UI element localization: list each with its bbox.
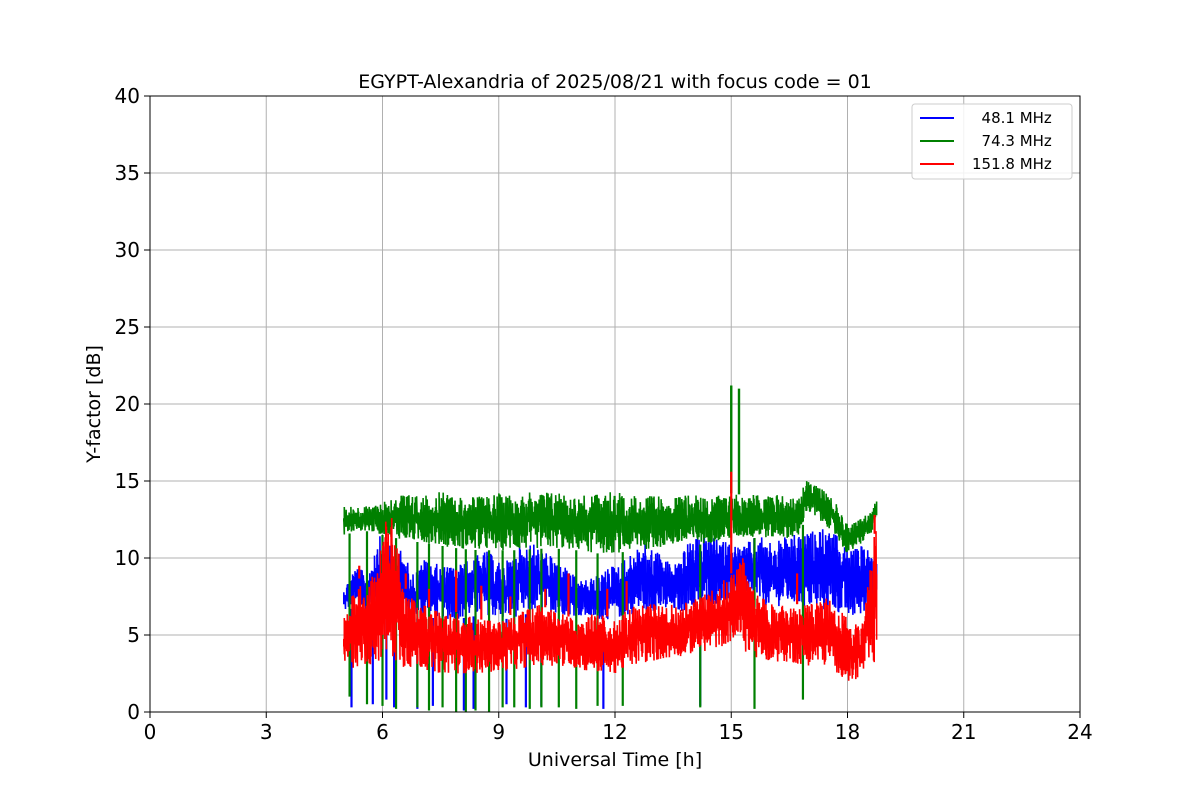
- plot-area: [343, 385, 878, 712]
- y-tick-label: 20: [115, 392, 140, 416]
- grid: [149, 95, 1081, 713]
- y-tick-label: 25: [115, 315, 140, 339]
- x-tick-label: 6: [376, 720, 389, 744]
- y-tick-label: 0: [127, 700, 140, 724]
- legend-label: 74.3 MHz: [972, 132, 1052, 150]
- x-tick-label: 0: [144, 720, 157, 744]
- x-tick-label: 24: [1067, 720, 1092, 744]
- legend: 48.1 MHz 74.3 MHz 151.8 MHz: [911, 103, 1073, 180]
- series-band: [343, 518, 878, 681]
- x-tick-label: 21: [951, 720, 976, 744]
- y-axis-label: Y-factor [dB]: [83, 345, 105, 464]
- y-tick-label: 10: [115, 546, 140, 570]
- chart-title: EGYPT-Alexandria of 2025/08/21 with focu…: [358, 71, 872, 93]
- x-tick-label: 18: [835, 720, 860, 744]
- series-band: [343, 481, 878, 553]
- y-tick-label: 15: [115, 469, 140, 493]
- x-tick-label: 3: [260, 720, 273, 744]
- y-tick-label: 5: [127, 623, 140, 647]
- series-2: [343, 471, 878, 681]
- legend-box: [911, 103, 1073, 180]
- x-tick-label: 9: [492, 720, 505, 744]
- axis-ticks: 0 3 6 9 12 15 18 21 24 0 5 10 15 20 25 30 35 40: [115, 84, 1093, 744]
- y-tick-label: 40: [115, 84, 140, 108]
- legend-label: 151.8 MHz: [972, 155, 1052, 173]
- series-band: [343, 529, 878, 620]
- x-axis-label: Universal Time [h]: [528, 749, 702, 771]
- x-tick-label: 15: [719, 720, 744, 744]
- y-tick-label: 30: [115, 238, 140, 262]
- legend-label: 48.1 MHz: [972, 109, 1052, 127]
- x-tick-label: 12: [602, 720, 627, 744]
- y-tick-label: 35: [115, 161, 140, 185]
